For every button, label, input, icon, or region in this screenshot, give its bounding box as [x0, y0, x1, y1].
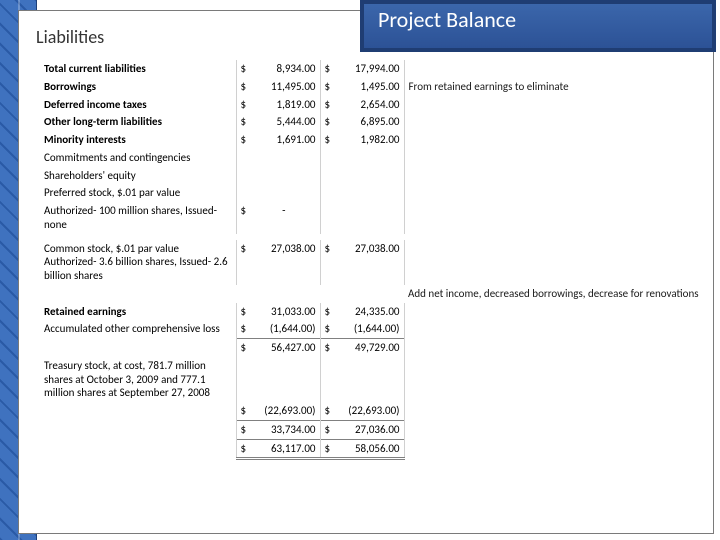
table-row: $(22,693.00)$(22,693.00) — [40, 402, 712, 420]
table-row: Other long-term liabilities$5,444.00$6,8… — [40, 113, 712, 131]
table-row: $63,117.00$58,056.00 — [40, 439, 712, 459]
table-row: Total current liabilities$8,934.00$17,99… — [40, 60, 712, 78]
table-row: Preferred stock, $.01 par value — [40, 184, 712, 202]
section-label: Liabilities — [36, 26, 104, 48]
table-row: Common stock, $.01 par value Authorized-… — [40, 240, 712, 285]
table-row: Authorized- 100 million shares, Issued- … — [40, 202, 712, 234]
table-row: $33,734.00$27,036.00 — [40, 420, 712, 439]
table-row: Borrowings$11,495.00$1,495.00From retain… — [40, 78, 712, 96]
slide: Liabilities Project Balance Total curren… — [0, 0, 720, 540]
table-row: Add net income, decreased borrowings, de… — [40, 285, 712, 303]
table-row: $56,427.00$49,729.00 — [40, 339, 712, 357]
table-row: Minority interests$1,691.00$1,982.00 — [40, 131, 712, 149]
table-row: Commitments and contingencies — [40, 149, 712, 167]
table-row: Accumulated other comprehensive loss$(1,… — [40, 320, 712, 338]
table-row: Treasury stock, at cost, 781.7 million s… — [40, 357, 712, 402]
title-box: Project Balance — [360, 0, 716, 52]
table-row: Shareholders' equity — [40, 167, 712, 185]
table-row: Retained earnings$31,033.00$24,335.00 — [40, 303, 712, 321]
table-row: Deferred income taxes$1,819.00$2,654.00 — [40, 96, 712, 114]
balance-table: Total current liabilities$8,934.00$17,99… — [40, 60, 712, 460]
